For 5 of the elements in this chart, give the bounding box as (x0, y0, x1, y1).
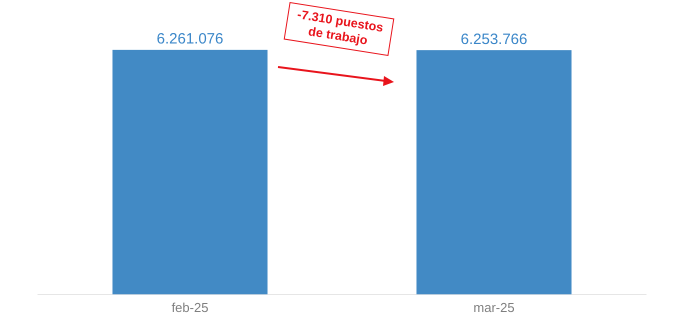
x-tick-label: mar-25 (473, 300, 515, 315)
text: -7.310 puestos de trabajo (284, 2, 394, 56)
data-label: 6.253.766 (460, 30, 528, 48)
data-label: 6.261.076 (156, 30, 224, 48)
x-tick-label: feb-25 (172, 300, 208, 315)
